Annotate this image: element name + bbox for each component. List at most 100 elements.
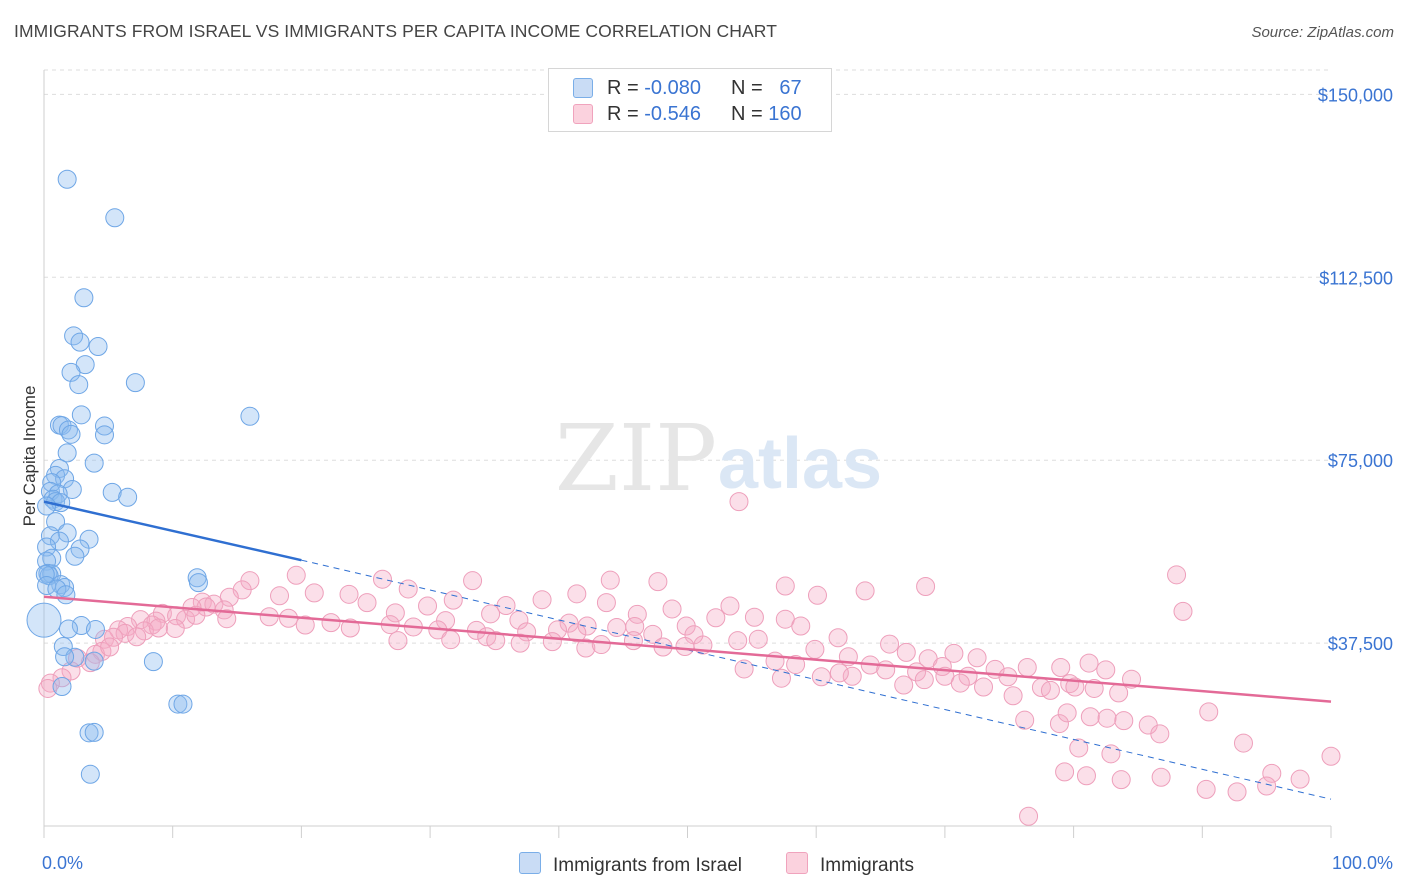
data-point-immigrants xyxy=(706,608,726,628)
source-credit: Source: ZipAtlas.com xyxy=(1251,24,1394,41)
data-point-immigrants xyxy=(1122,669,1142,689)
legend-swatch-pink xyxy=(573,104,593,124)
axes xyxy=(43,70,1332,838)
data-point-immigrants xyxy=(894,675,914,695)
data-point-israel xyxy=(55,647,75,667)
data-point-immigrants xyxy=(532,590,552,610)
data-point-immigrants xyxy=(134,621,154,641)
data-point-israel xyxy=(70,332,90,352)
data-point-immigrants xyxy=(1199,702,1219,722)
data-point-immigrants xyxy=(675,637,695,657)
data-point-immigrants xyxy=(600,570,620,590)
data-point-immigrants xyxy=(443,590,463,610)
trend-line-israel-extension xyxy=(301,559,1332,800)
legend-n-value: 67 xyxy=(779,77,802,99)
data-point-immigrants xyxy=(786,655,806,675)
data-point-israel xyxy=(84,722,104,742)
watermark: ZIP atlas xyxy=(555,405,882,512)
data-point-immigrants xyxy=(481,604,501,624)
data-point-immigrants xyxy=(149,618,169,638)
legend-label-immigrants: Immigrants xyxy=(820,855,914,876)
data-point-immigrants xyxy=(1114,711,1134,731)
trend-line-immigrants xyxy=(43,595,1332,703)
data-point-israel xyxy=(57,523,77,543)
data-point-immigrants xyxy=(791,616,811,636)
legend-item-immigrants: Immigrants xyxy=(786,852,914,877)
data-point-immigrants xyxy=(204,594,224,614)
data-point-immigrants xyxy=(295,615,315,635)
data-point-immigrants xyxy=(321,613,341,633)
data-point-israel xyxy=(46,512,66,532)
data-point-immigrants xyxy=(1097,708,1117,728)
data-point-immigrants xyxy=(339,584,359,604)
data-point-immigrants xyxy=(896,642,916,662)
y-tick-label: $37,500 xyxy=(1328,634,1393,654)
data-point-immigrants xyxy=(591,635,611,655)
data-point-israel xyxy=(188,573,208,593)
data-point-israel xyxy=(88,337,108,357)
data-point-immigrants xyxy=(1003,686,1023,706)
data-point-immigrants xyxy=(542,632,562,652)
data-point-israel xyxy=(37,576,57,596)
data-point-immigrants xyxy=(100,637,120,657)
data-point-israel xyxy=(49,531,69,551)
data-point-immigrants xyxy=(1079,653,1099,673)
data-point-immigrants xyxy=(1257,776,1277,796)
chart-title: IMMIGRANTS FROM ISRAEL VS IMMIGRANTS PER… xyxy=(14,21,778,41)
data-point-immigrants xyxy=(1019,806,1039,826)
legend-r-value: -0.546 xyxy=(644,103,701,125)
data-point-immigrants xyxy=(648,572,668,592)
data-point-immigrants xyxy=(103,627,123,647)
data-point-immigrants xyxy=(643,624,663,644)
data-point-immigrants xyxy=(627,604,647,624)
data-point-israel xyxy=(52,677,72,697)
watermark-zip: ZIP xyxy=(555,405,717,512)
series-immigrants-points xyxy=(38,492,1341,826)
data-point-immigrants xyxy=(623,631,643,651)
data-point-immigrants xyxy=(1055,762,1075,782)
data-point-immigrants xyxy=(775,576,795,596)
data-point-immigrants xyxy=(418,596,438,616)
legend-swatch-blue xyxy=(519,852,541,874)
data-point-immigrants xyxy=(1057,703,1077,723)
data-point-immigrants xyxy=(916,577,936,597)
data-point-immigrants xyxy=(748,629,768,649)
series-legend: Immigrants from Israel Immigrants xyxy=(0,852,1406,878)
y-tick-labels: $37,500 $75,000 $112,500 $150,000 xyxy=(1318,85,1393,654)
data-point-immigrants xyxy=(1015,710,1035,730)
legend-n-value: 160 xyxy=(768,103,802,125)
data-point-immigrants xyxy=(1049,714,1069,734)
data-point-immigrants xyxy=(967,648,987,668)
data-point-immigrants xyxy=(771,668,791,688)
data-point-israel xyxy=(65,546,85,566)
data-point-israel xyxy=(40,526,60,546)
x-tick-labels: 0.0% 100.0% xyxy=(42,853,1393,873)
data-point-immigrants xyxy=(217,609,237,629)
data-point-israel xyxy=(58,619,78,639)
gridlines xyxy=(44,69,1331,644)
data-point-immigrants xyxy=(186,605,206,625)
data-point-immigrants xyxy=(805,639,825,659)
data-point-immigrants xyxy=(1109,683,1129,703)
data-point-israel xyxy=(61,424,81,444)
data-point-israel xyxy=(94,425,114,445)
data-point-immigrants xyxy=(880,634,900,654)
legend-r-value: -0.080 xyxy=(644,77,701,99)
data-point-immigrants xyxy=(1290,769,1310,789)
data-point-immigrants xyxy=(1262,763,1282,783)
data-point-immigrants xyxy=(1080,707,1100,727)
x-tick-label-min: 0.0% xyxy=(42,853,83,873)
data-point-immigrants xyxy=(914,670,934,690)
legend-swatch-blue xyxy=(573,78,593,98)
data-point-immigrants xyxy=(340,618,360,638)
data-point-immigrants xyxy=(1084,678,1104,698)
trend-lines xyxy=(43,500,1332,800)
data-point-israel xyxy=(71,616,91,636)
data-point-immigrants xyxy=(1069,738,1089,758)
data-point-israel xyxy=(37,537,57,557)
correlation-legend: R = -0.080 N = 67 R = -0.546 N = 160 xyxy=(548,68,832,132)
data-point-israel xyxy=(37,496,57,516)
data-point-israel xyxy=(71,405,91,425)
data-point-immigrants xyxy=(625,617,645,637)
data-point-immigrants xyxy=(662,599,682,619)
